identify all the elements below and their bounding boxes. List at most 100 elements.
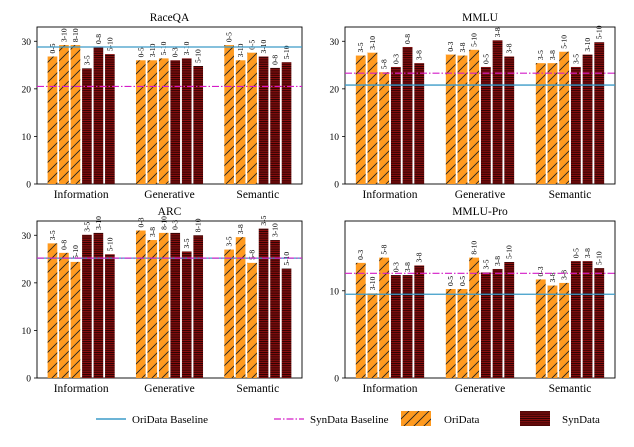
legend: OriData Baseline SynData Baseline OriDat… — [96, 411, 600, 426]
legend-syn-baseline-label: SynData Baseline — [310, 414, 389, 426]
synthdata-bar — [105, 54, 115, 185]
bar-label: 3-8 — [505, 43, 514, 53]
bar-label: 5-8 — [380, 59, 389, 69]
synthdata-bar — [93, 46, 104, 185]
bar-label: 3-5 — [225, 236, 234, 246]
bar-label: 8-10 — [71, 28, 80, 42]
synthdata-bar — [504, 56, 515, 184]
synthdata-bar — [82, 68, 92, 184]
oridata-bar-hatch — [158, 58, 169, 184]
oridata-bar-hatch — [379, 72, 390, 184]
oridata-bar-hatch — [247, 262, 257, 378]
bar-label: 5-8 — [380, 244, 389, 254]
category-label: Generative — [144, 189, 194, 201]
bar-label: 0-8 — [271, 55, 280, 65]
bar-label: 0-3 — [536, 266, 545, 276]
synthdata-bar — [492, 268, 503, 378]
oridata-bar-hatch — [70, 261, 81, 378]
synthdata-bar — [594, 268, 605, 378]
oridata-bar-hatch — [70, 45, 81, 184]
plot-frame — [36, 220, 303, 379]
bar-label: 5-10 — [470, 33, 479, 47]
synthdata-bar — [402, 46, 413, 185]
bar-label: 0-8 — [59, 240, 68, 250]
category-label: Semantic — [549, 189, 592, 201]
synthdata-bar — [93, 232, 104, 378]
synthdata-bar — [258, 56, 269, 184]
oridata-bar-hatch — [559, 51, 570, 184]
synthdata-bar — [390, 275, 401, 378]
category-label: Information — [54, 383, 109, 395]
oridata-bar-hatch — [367, 293, 378, 378]
bar-label: 0-3 — [171, 47, 180, 57]
bar-label: 3-5 — [82, 55, 91, 65]
bar-label: 0-3 — [391, 262, 400, 272]
panel-title: MMLU-Pro — [452, 206, 508, 218]
bar-label: 3-10 — [94, 216, 103, 230]
bar-label: 3-8 — [493, 256, 502, 266]
bar-label: 0-5 — [458, 276, 467, 286]
bar-label: 5-10 — [194, 49, 203, 63]
oridata-bar-hatch — [47, 56, 58, 184]
oridata-bar-hatch — [559, 282, 570, 378]
bar-label: 3-5 — [182, 238, 191, 248]
y-tick-label: 20 — [22, 85, 32, 95]
bar-label: 5-10 — [159, 41, 168, 55]
category-label: Generative — [455, 189, 505, 201]
oridata-bar-hatch — [355, 55, 366, 184]
bar-label: 3-5 — [259, 215, 268, 225]
synthdata-bar — [480, 272, 491, 378]
y-tick-label: 10 — [22, 133, 32, 143]
panel-title: MMLU — [462, 12, 498, 24]
bar-label: 0-8 — [403, 34, 412, 44]
bar-label: 5-10 — [595, 251, 604, 265]
plot-frame — [344, 26, 616, 185]
bar-label: 3-10 — [271, 223, 280, 237]
oridata-bar-hatch — [135, 60, 146, 184]
oridata-bar-hatch — [457, 289, 468, 378]
category-label: Generative — [144, 383, 194, 395]
y-tick-label: 20 — [330, 85, 340, 95]
bar-label: 0-5 — [248, 39, 257, 49]
bar-label: 3-10 — [236, 43, 245, 57]
synthdata-bar — [105, 254, 115, 378]
bar-label: 5-8 — [248, 250, 257, 260]
legend-synthdata-swatch — [520, 411, 550, 426]
y-tick-label: 20 — [22, 279, 32, 289]
oridata-bar-hatch — [235, 237, 246, 378]
synthdata-bar — [281, 268, 292, 378]
oridata-bar-hatch — [158, 232, 169, 378]
synthdata-bar — [570, 261, 581, 378]
bar-label: 3-8 — [236, 224, 245, 234]
category-label: Generative — [455, 383, 505, 395]
y-tick-label: 10 — [330, 133, 340, 143]
bar-label: 3-5 — [571, 54, 580, 64]
legend-oridata-hatch — [401, 411, 431, 426]
bar-label: 5-10 — [105, 237, 114, 251]
oridata-bar-hatch — [235, 60, 246, 184]
bar-label: 3-8 — [403, 262, 412, 272]
bar-label: 3-5 — [481, 259, 490, 269]
bar-label: 3-5 — [82, 222, 91, 232]
bar-label: 0-3 — [136, 217, 145, 227]
y-tick-label: 0 — [26, 181, 31, 191]
oridata-bar-hatch — [445, 54, 456, 185]
bar-label: 5-10 — [505, 245, 514, 259]
bar-label: 3-8 — [415, 50, 424, 60]
bar-label: 5-10 — [105, 37, 114, 51]
oridata-bar-hatch — [535, 279, 546, 378]
synthdata-bar — [270, 240, 280, 378]
oridata-bar-hatch — [147, 60, 158, 184]
y-tick-label: 0 — [334, 375, 339, 385]
legend-oridata-label: OriData — [444, 414, 480, 426]
category-label: Semantic — [549, 383, 592, 395]
bar-label: 3-8 — [548, 272, 557, 282]
synthdata-bar — [170, 232, 181, 378]
oridata-bar-hatch — [469, 49, 480, 184]
synthdata-bar — [582, 261, 593, 378]
synthdata-bar — [504, 261, 515, 378]
oridata-bar-hatch — [135, 230, 146, 378]
y-tick-label: 10 — [22, 327, 32, 337]
